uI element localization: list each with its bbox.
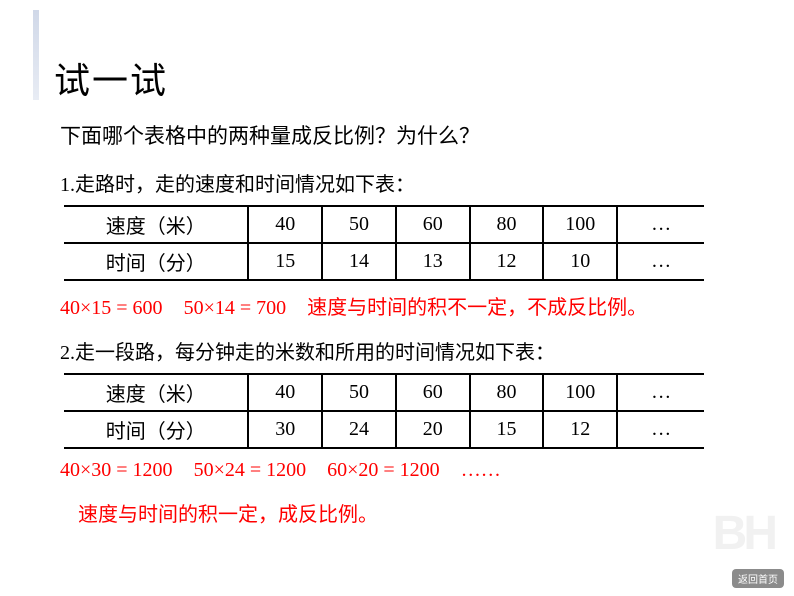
calc-line-1: 40×15 = 600 50×14 = 700 速度与时间的积不一定，不成反比例… (60, 291, 750, 320)
cell: … (617, 243, 704, 280)
cell: 80 (470, 206, 544, 243)
cell: 15 (470, 411, 544, 448)
watermark: BH (713, 506, 774, 561)
table-1: 速度（米） 40 50 60 80 100 … 时间（分） 15 14 13 1… (64, 205, 704, 281)
calc-a: 40×30 = 1200 (60, 459, 173, 481)
table-row: 时间（分） 15 14 13 12 10 … (64, 243, 704, 280)
cell: 80 (470, 374, 544, 411)
calc-b: 50×14 = 700 (184, 297, 287, 319)
cell: 40 (248, 374, 322, 411)
table-2: 速度（米） 40 50 60 80 100 … 时间（分） 30 24 20 1… (64, 373, 704, 449)
calc-text: 速度与时间的积不一定，不成反比例。 (307, 297, 647, 319)
cell: 12 (543, 411, 617, 448)
cell: 24 (322, 411, 396, 448)
accent-bar (33, 10, 39, 100)
calc-line-2: 40×30 = 1200 50×24 = 1200 60×20 = 1200 …… (60, 459, 750, 482)
cell: 20 (396, 411, 470, 448)
cell: … (617, 411, 704, 448)
home-badge[interactable]: 返回首页 (732, 569, 784, 588)
block2-prompt: 2.走一段路，每分钟走的米数和所用的时间情况如下表： (60, 336, 750, 365)
table-row: 速度（米） 40 50 60 80 100 … (64, 206, 704, 243)
table-row: 速度（米） 40 50 60 80 100 … (64, 374, 704, 411)
cell: … (617, 374, 704, 411)
row-label: 速度（米） (64, 374, 248, 411)
cell: 40 (248, 206, 322, 243)
row-label: 时间（分） (64, 243, 248, 280)
cell: 100 (543, 374, 617, 411)
calc-a: 40×15 = 600 (60, 297, 163, 319)
cell: 14 (322, 243, 396, 280)
calc-d: …… (461, 459, 501, 481)
cell: 50 (322, 206, 396, 243)
question-text: 下面哪个表格中的两种量成反比例？为什么？ (60, 120, 750, 150)
content-area: 下面哪个表格中的两种量成反比例？为什么？ 1.走路时，走的速度和时间情况如下表：… (60, 120, 750, 527)
cell: 13 (396, 243, 470, 280)
cell: 15 (248, 243, 322, 280)
row-label: 时间（分） (64, 411, 248, 448)
calc-c: 60×20 = 1200 (327, 459, 440, 481)
cell: 12 (470, 243, 544, 280)
cell: 30 (248, 411, 322, 448)
cell: 60 (396, 206, 470, 243)
cell: 60 (396, 374, 470, 411)
cell: … (617, 206, 704, 243)
cell: 10 (543, 243, 617, 280)
table-row: 时间（分） 30 24 20 15 12 … (64, 411, 704, 448)
block1-prompt: 1.走路时，走的速度和时间情况如下表： (60, 168, 750, 197)
cell: 100 (543, 206, 617, 243)
conclusion-text: 速度与时间的积一定，成反比例。 (78, 498, 750, 527)
page-title: 试一试 (54, 52, 168, 104)
row-label: 速度（米） (64, 206, 248, 243)
calc-b: 50×24 = 1200 (194, 459, 307, 481)
cell: 50 (322, 374, 396, 411)
